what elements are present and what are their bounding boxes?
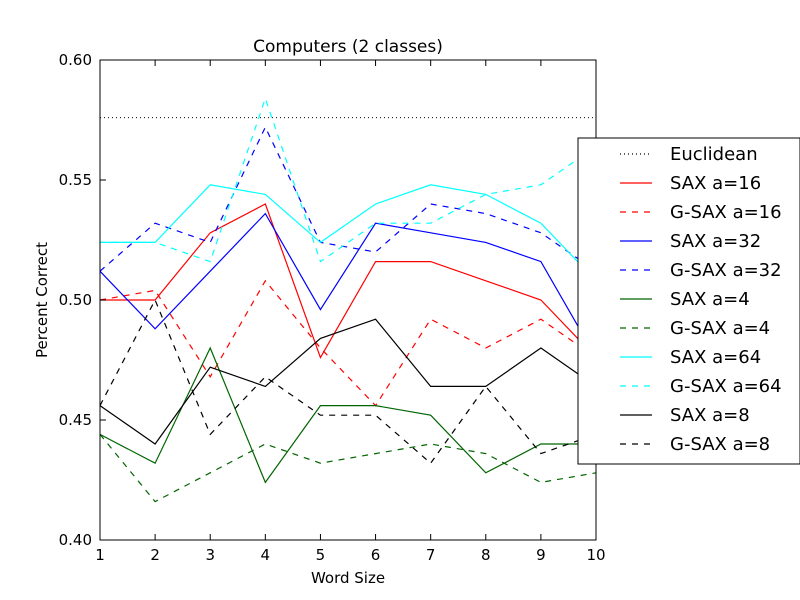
y-tick-label: 0.60 (59, 51, 92, 69)
legend-frame (577, 137, 800, 465)
x-tick-label: 5 (316, 546, 326, 564)
x-tick-label: 8 (481, 546, 491, 564)
series-layer (99, 96, 597, 503)
series-line-5 (99, 434, 597, 503)
legend-label-0: Euclidean (670, 144, 758, 165)
legend: Euclidean SAX a=16 G-SAX a=16 SAX a=32 G-SAX… (577, 137, 800, 465)
legend-label-2: G-SAX a=16 (670, 202, 782, 223)
x-tick-label: 9 (536, 546, 546, 564)
series-line-1 (99, 279, 597, 407)
legend-label-10: G-SAX a=8 (670, 434, 770, 455)
series-line-9 (99, 298, 597, 465)
series-line-8 (99, 318, 597, 445)
legend-label-1: SAX a=16 (670, 173, 761, 194)
series-line-6 (100, 184, 597, 282)
x-tick-label: 3 (205, 546, 215, 564)
series-line-7 (100, 96, 597, 263)
x-tick-label: 4 (261, 546, 271, 564)
y-tick-label: 0.50 (59, 291, 92, 309)
x-tick-label: 1 (95, 546, 105, 564)
ticks-layer: 1 2 3 4 5 6 7 8 9 10 0.40 0.45 0.50 0.55 0.60 (59, 51, 606, 564)
legend-label-4: G-SAX a=32 (670, 260, 782, 281)
x-axis-label: Word Size (311, 569, 385, 587)
legend-label-9: SAX a=8 (670, 405, 750, 426)
y-tick-label: 0.45 (59, 411, 92, 429)
legend-label-7: SAX a=64 (670, 347, 761, 368)
legend-label-5: SAX a=4 (670, 289, 750, 310)
series-line-2 (99, 212, 597, 358)
chart-title: Computers (2 classes) (253, 37, 443, 57)
series-line-4 (99, 346, 596, 484)
legend-label-6: G-SAX a=4 (670, 318, 770, 339)
series-line-0 (100, 203, 597, 360)
x-tick-label: 10 (586, 546, 605, 564)
y-tick-label: 0.55 (59, 171, 92, 189)
x-tick-label: 7 (426, 546, 436, 564)
y-tick-label: 0.40 (59, 531, 92, 549)
x-tick-label: 2 (150, 546, 160, 564)
legend-label-3: SAX a=32 (670, 231, 761, 252)
series-line-3 (99, 125, 597, 272)
plot-frame (99, 59, 597, 541)
x-tick-label: 6 (371, 546, 381, 564)
legend-label-8: G-SAX a=64 (670, 376, 782, 397)
y-axis-label: Percent Correct (33, 242, 51, 358)
